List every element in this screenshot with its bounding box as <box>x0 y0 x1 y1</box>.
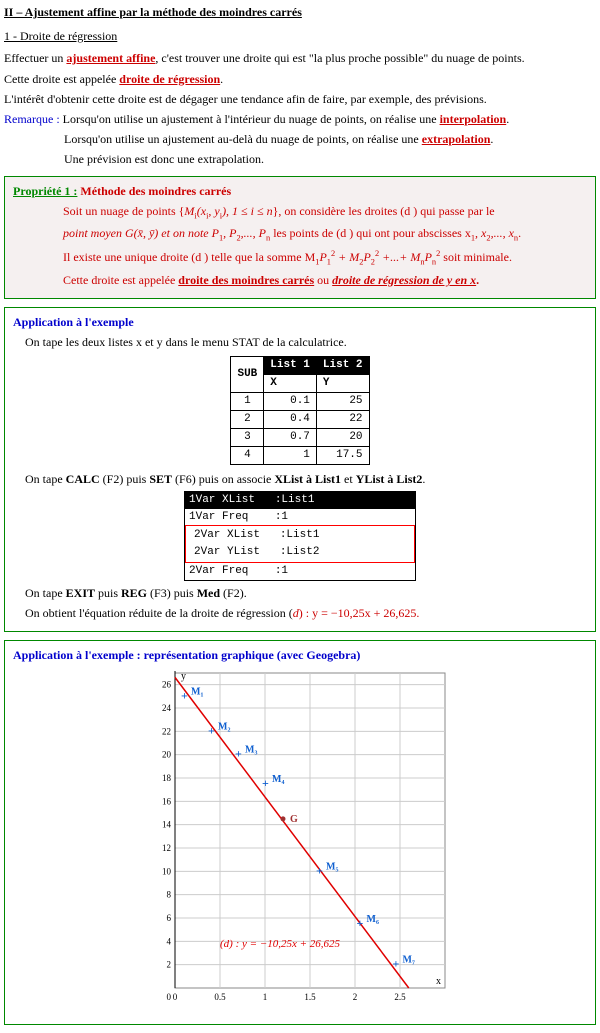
term-regression: droite de régression <box>119 72 220 86</box>
svg-text:2.5: 2.5 <box>394 992 406 1002</box>
hdr-y: Y <box>316 375 369 393</box>
svg-text:6: 6 <box>167 913 172 923</box>
svg-text:4: 4 <box>167 937 172 947</box>
svg-text:20: 20 <box>162 750 172 760</box>
prop-label: Propriété 1 : <box>13 184 77 198</box>
svg-text:0.5: 0.5 <box>214 992 226 1002</box>
app1-p3: On tape EXIT puis REG (F3) puis Med (F2)… <box>25 585 587 601</box>
regression-eq: ) : y = −10,25x + 26,625. <box>299 606 420 620</box>
svg-text:M₂: M₂ <box>218 722 230 733</box>
svg-text:M₇: M₇ <box>403 955 415 966</box>
svg-text:y: y <box>181 671 186 682</box>
remark-l3: Une prévision est donc une extrapolation… <box>64 151 596 167</box>
svg-text:12: 12 <box>162 843 171 853</box>
p3: L'intérêt d'obtenir cette droite est de … <box>4 91 596 107</box>
app2-title: Application à l'exemple : représentation… <box>13 647 587 663</box>
section-title: II – Ajustement affine par la méthode de… <box>4 4 596 20</box>
calc2-r4: 2Var Freq :1 <box>185 563 415 580</box>
term-interpolation: interpolation <box>440 112 507 126</box>
svg-text:0: 0 <box>167 992 172 1002</box>
prop-l3: Il existe une unique droite (d ) telle q… <box>63 248 587 268</box>
svg-text:M₄: M₄ <box>272 774 284 785</box>
app1-p4: On obtient l'équation réduite de la droi… <box>25 605 587 621</box>
svg-text:1.5: 1.5 <box>304 992 316 1002</box>
prop-l4: Cette droite est appelée droite des moin… <box>63 272 587 288</box>
svg-text:2: 2 <box>167 960 172 970</box>
calc2-r1: 1Var Freq :1 <box>185 509 415 526</box>
subsection: 1 - Droite de régression <box>4 28 596 44</box>
calc2-hdr: 1Var XList :List1 <box>185 492 415 509</box>
svg-text:x: x <box>436 976 441 987</box>
svg-text:+: + <box>262 776 269 790</box>
app1-title: Application à l'exemple <box>13 314 587 330</box>
svg-text:0: 0 <box>173 992 178 1002</box>
svg-text:8: 8 <box>167 890 172 900</box>
application-box-2: Application à l'exemple : représentation… <box>4 640 596 1024</box>
svg-text:(d) : y = −10,25x + 26,625: (d) : y = −10,25x + 26,625 <box>220 939 341 951</box>
svg-text:22: 22 <box>162 727 171 737</box>
svg-text:+: + <box>208 724 215 738</box>
svg-text:10: 10 <box>162 867 172 877</box>
svg-text:18: 18 <box>162 773 172 783</box>
svg-text:26: 26 <box>162 680 172 690</box>
term-ajustement: ajustement affine <box>66 51 155 65</box>
svg-text:+: + <box>181 689 188 703</box>
svg-text:1: 1 <box>263 992 268 1002</box>
col-sub: SUB <box>231 357 264 393</box>
remark-l2: Lorsqu'on utilise un ajustement au-delà … <box>64 131 596 147</box>
svg-text:+: + <box>235 747 242 761</box>
p2: Cette droite est appelée droite de régre… <box>4 71 596 87</box>
svg-text:G: G <box>290 814 298 825</box>
col-list2: List 2 <box>316 357 369 375</box>
app1-p2: On tape CALC (F2) puis SET (F6) puis on … <box>25 471 587 487</box>
svg-text:M₆: M₆ <box>367 914 379 925</box>
svg-text:+: + <box>357 916 364 930</box>
calc2-highlight: 2Var XList :List12Var YList :List2 <box>185 525 415 563</box>
app1-p1: On tape les deux listes x et y dans le m… <box>25 334 587 350</box>
svg-text:16: 16 <box>162 797 172 807</box>
svg-text:+: + <box>316 864 323 878</box>
hdr-x: X <box>264 375 317 393</box>
term-extrapolation: extrapolation <box>422 132 491 146</box>
remark: Remarque : Lorsqu'on utilise un ajusteme… <box>4 111 596 127</box>
svg-text:+: + <box>393 957 400 971</box>
calc2-r2: 2Var XList :List1 <box>190 527 410 544</box>
col-list1: List 1 <box>264 357 317 375</box>
prop-l2: point moyen G(x̄, ȳ) et on note P1, P2,.… <box>63 225 587 244</box>
regression-chart: 00.511.522.52468101214161820222426yx+M₁+… <box>140 663 460 1013</box>
svg-text:M₅: M₅ <box>326 862 338 873</box>
calc-list-table: SUBList 1List 2 XY 10.12520.42230.720411… <box>230 356 369 464</box>
p1: Effectuer un ajustement affine, c'est tr… <box>4 50 596 66</box>
svg-text:24: 24 <box>162 703 172 713</box>
application-box-1: Application à l'exemple On tape les deux… <box>4 307 596 632</box>
calc-settings: 1Var XList :List1 1Var Freq :1 2Var XLis… <box>184 491 416 581</box>
property-box: Propriété 1 : Méthode des moindres carré… <box>4 176 596 300</box>
svg-text:2: 2 <box>353 992 358 1002</box>
remark-label: Remarque : <box>4 112 60 126</box>
svg-text:M₃: M₃ <box>245 745 257 756</box>
prop-l1: Soit un nuage de points {Mi(xi, yi), 1 ≤… <box>63 203 587 222</box>
svg-text:M₁: M₁ <box>191 687 203 698</box>
calc2-r3: 2Var YList :List2 <box>190 544 410 561</box>
svg-text:14: 14 <box>162 820 172 830</box>
prop-title: Méthode des moindres carrés <box>80 184 231 198</box>
